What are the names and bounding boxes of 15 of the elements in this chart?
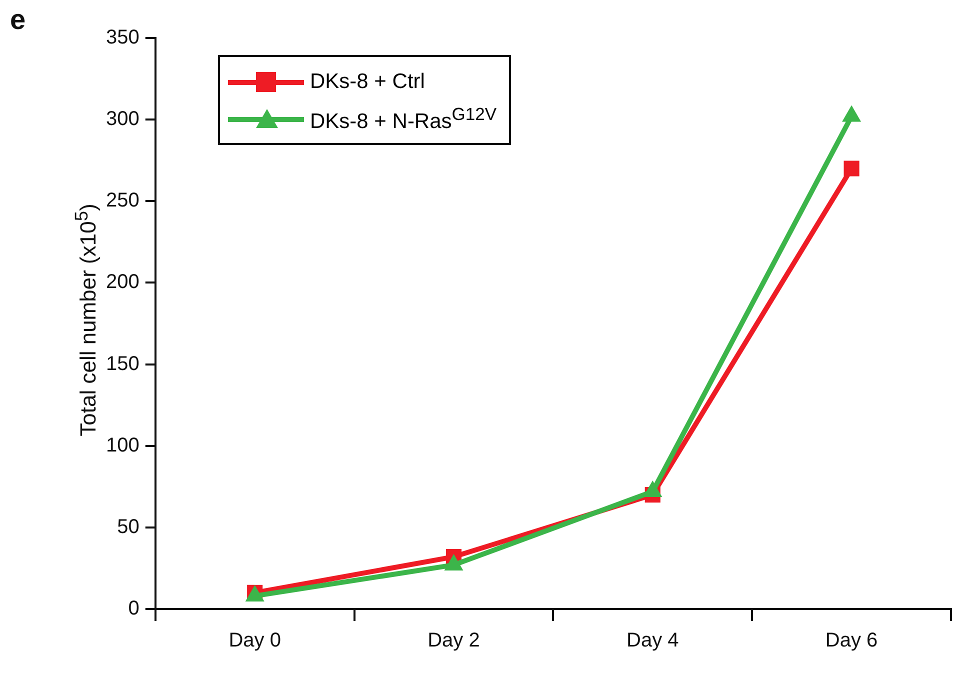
y-tick-label: 100	[106, 434, 140, 456]
y-tick-label: 200	[106, 271, 140, 294]
y-tick-label: 250	[106, 190, 140, 212]
text: e	[10, 4, 26, 36]
y-tick-label: 0	[128, 598, 140, 620]
x-tick-label: Day 0	[228, 630, 281, 652]
y-tick-label: 150	[106, 352, 140, 375]
legend-label: DKs-8 + N-Ras$^{G12V}$	[310, 104, 497, 134]
y-tick-label: 50	[117, 516, 140, 538]
y-tick-label: 350	[106, 26, 140, 49]
legend-label: DKs-8 + Ctrl	[310, 70, 425, 94]
y-tick-label: 300	[106, 108, 140, 130]
x-tick-label: Day 4	[626, 630, 679, 652]
x-tick-label: Day 6	[825, 630, 878, 652]
x-tick-label: Day 2	[428, 630, 480, 652]
